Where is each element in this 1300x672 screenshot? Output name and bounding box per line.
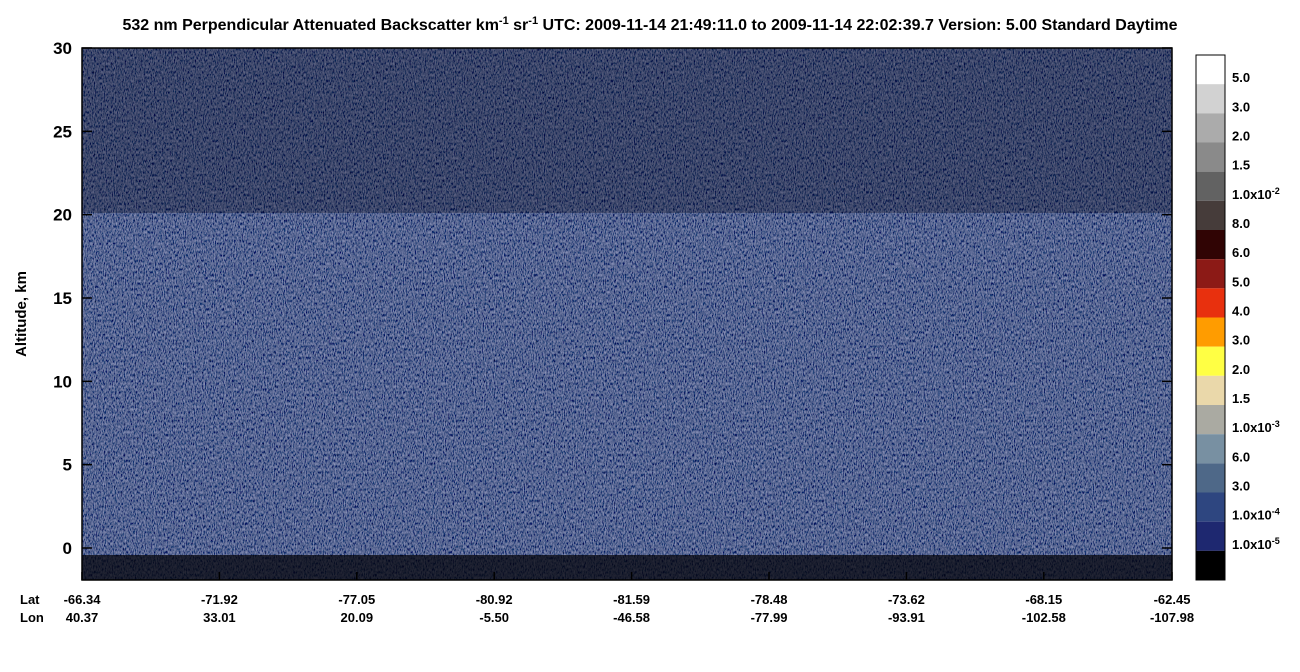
y-tick-label: 15: [53, 289, 72, 308]
colorbar-swatch: [1196, 200, 1225, 230]
colorbar-label-text: 1.0x10: [1232, 508, 1272, 523]
lon-label: -5.50: [479, 610, 509, 625]
colorbar-label: 3.0: [1232, 99, 1250, 114]
colorbar-swatch: [1196, 375, 1225, 405]
y-axis-label: Altitude, km: [13, 271, 30, 357]
lat-label: -62.45: [1154, 592, 1191, 607]
colorbar-label-text: 1.5: [1232, 391, 1250, 406]
title-superscript: -1: [499, 15, 509, 27]
colorbar-label-text: 4.0: [1232, 304, 1250, 319]
backscatter-image: [82, 48, 1172, 580]
colorbar-swatch: [1196, 521, 1225, 551]
colorbar-label-text: 3.0: [1232, 333, 1250, 348]
colorbar-frame: [1195, 54, 1226, 581]
y-tick-label: 10: [53, 372, 72, 391]
colorbar-swatch: [1196, 346, 1225, 376]
title-part: UTC: 2009-11-14 21:49:11.0 to 2009-11-14…: [538, 17, 1178, 34]
colorbar-swatch: [1196, 288, 1225, 318]
lon-label: 33.01: [203, 610, 236, 625]
colorbar-label-text: 1.0x10: [1232, 537, 1272, 552]
colorbar-swatch: [1196, 171, 1225, 201]
colorbar-swatch: [1196, 259, 1225, 289]
lat-label: -80.92: [476, 592, 513, 607]
colorbar-label: 3.0: [1232, 333, 1250, 348]
chart-title: 532 nm Perpendicular Attenuated Backscat…: [122, 15, 1177, 34]
colorbar-label: 4.0: [1232, 304, 1250, 319]
plot-frame: [81, 47, 1173, 581]
lat-label: -68.15: [1025, 592, 1062, 607]
lon-label: -77.99: [751, 610, 788, 625]
x-row-label: Lon: [20, 610, 44, 625]
colorbar-label-text: 1.0x10: [1232, 187, 1272, 202]
colorbar-label: 1.5: [1232, 158, 1250, 173]
title-part: 532 nm Perpendicular Attenuated Backscat…: [122, 17, 498, 34]
colorbar-label-text: 2.0: [1232, 362, 1250, 377]
colorbar-label-text: 8.0: [1232, 216, 1250, 231]
colorbar-label-text: 3.0: [1232, 99, 1250, 114]
colorbar-label-exponent: -3: [1272, 419, 1280, 429]
colorbar-label-text: 6.0: [1232, 449, 1250, 464]
colorbar-label: 1.5: [1232, 391, 1250, 406]
lat-label: -73.62: [888, 592, 925, 607]
colorbar-label-exponent: -5: [1272, 536, 1280, 546]
colorbar-label: 6.0: [1232, 449, 1250, 464]
colorbar-swatch: [1196, 55, 1225, 85]
image-texture: [82, 48, 1172, 580]
y-tick-label: 25: [53, 122, 72, 141]
colorbar-label: 5.0: [1232, 70, 1250, 85]
colorbar-label-exponent: -2: [1272, 186, 1280, 196]
colorbar-swatch: [1196, 434, 1225, 464]
colorbar-label-text: 6.0: [1232, 245, 1250, 260]
lat-label: -81.59: [613, 592, 650, 607]
colorbar-label-text: 5.0: [1232, 70, 1250, 85]
lon-label: -102.58: [1022, 610, 1066, 625]
colorbar-label: 8.0: [1232, 216, 1250, 231]
lat-label: -66.34: [64, 592, 102, 607]
colorbar-label: 2.0: [1232, 362, 1250, 377]
y-tick-label: 0: [63, 539, 72, 558]
colorbar-label: 5.0: [1232, 274, 1250, 289]
colorbar-label: 6.0: [1232, 245, 1250, 260]
x-row-label: Lat: [20, 592, 40, 607]
colorbar-label-text: 1.5: [1232, 158, 1250, 173]
colorbar-label-text: 5.0: [1232, 274, 1250, 289]
colorbar-swatch: [1196, 550, 1225, 580]
colorbar-label: 3.0: [1232, 479, 1250, 494]
colorbar-label: 1.0x10-5: [1232, 536, 1280, 552]
upper-shade: [82, 48, 1172, 213]
colorbar-swatch: [1196, 142, 1225, 172]
title-superscript: -1: [528, 15, 538, 27]
colorbar-swatch: [1196, 463, 1225, 493]
y-tick-label: 5: [63, 456, 72, 475]
colorbar-label: 2.0: [1232, 129, 1250, 144]
title-part: sr: [509, 17, 529, 34]
lat-label: -71.92: [201, 592, 238, 607]
lon-label: 20.09: [341, 610, 374, 625]
colorbar-label-text: 3.0: [1232, 479, 1250, 494]
colorbar-swatch: [1196, 230, 1225, 260]
colorbar-swatch: [1196, 84, 1225, 114]
lon-label: 40.37: [66, 610, 99, 625]
y-tick-label: 20: [53, 206, 72, 225]
colorbar-label: 1.0x10-4: [1232, 507, 1280, 523]
colorbar-label-exponent: -4: [1272, 507, 1280, 517]
colorbar-label-text: 2.0: [1232, 129, 1250, 144]
colorbar-swatch: [1196, 113, 1225, 143]
lon-label: -93.91: [888, 610, 925, 625]
colorbar-swatch: [1196, 317, 1225, 347]
lon-label: -107.98: [1150, 610, 1194, 625]
y-tick-label: 30: [53, 39, 72, 58]
lat-label: -78.48: [751, 592, 788, 607]
colorbar-label: 1.0x10-2: [1232, 186, 1280, 202]
colorbar-label-text: 1.0x10: [1232, 420, 1272, 435]
lon-label: -46.58: [613, 610, 650, 625]
colorbar-label: 1.0x10-3: [1232, 419, 1280, 435]
colorbar-swatch: [1196, 405, 1225, 435]
lat-label: -77.05: [338, 592, 375, 607]
subsurface: [82, 555, 1172, 580]
colorbar-swatch: [1196, 492, 1225, 522]
